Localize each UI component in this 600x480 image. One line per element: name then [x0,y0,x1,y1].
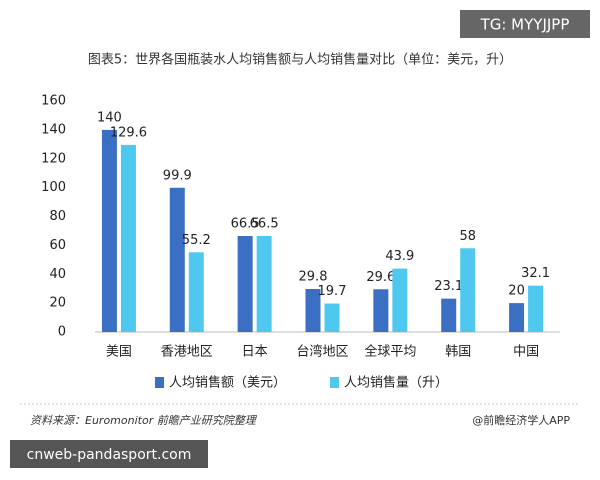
bar [305,288,321,332]
bar [120,144,136,332]
data-label: 140 [97,110,122,125]
x-tick-label: 香港地区 [161,345,213,360]
bar [373,289,389,332]
data-label: 29.6 [366,270,395,285]
y-tick-label: 120 [41,151,66,166]
data-label: 66.5 [231,216,260,231]
x-tick-label: 韩国 [445,345,471,360]
bar [509,303,525,332]
bar [460,248,476,332]
legend-label: 人均销售额（美元） [169,375,286,391]
watermark-box [460,10,590,38]
y-tick-label: 80 [49,209,66,224]
data-label: 23.1 [434,279,463,294]
site-box [10,440,208,468]
data-label: 129.6 [110,125,147,140]
bar [188,252,204,332]
data-label: 20 [508,284,525,299]
data-label: 32.1 [521,266,550,281]
x-tick-label: 中国 [513,345,539,360]
legend-swatch [330,377,339,388]
bar [392,268,408,332]
data-label: 29.8 [299,269,328,284]
y-tick-label: 160 [41,94,66,109]
bar [237,235,253,332]
y-tick-label: 60 [49,238,66,253]
bar [101,129,117,332]
bar [441,298,457,332]
data-label: 19.7 [318,284,347,299]
bar [256,235,272,332]
y-tick-label: 0 [58,325,66,340]
legend-swatch [155,377,164,388]
x-tick-label: 全球平均 [364,344,416,360]
x-tick-label: 台湾地区 [296,344,348,360]
source: 资料来源：Euromonitor 前瞻产业研究院整理 [30,414,258,427]
chart-title: 图表5：世界各国瓶装水人均销售额与人均销售量对比（单位：美元，升） [88,52,512,68]
data-label: 99.9 [163,168,192,183]
bar [324,303,340,332]
x-tick-label: 美国 [106,345,132,360]
y-tick-label: 100 [41,180,66,195]
data-label: 58 [459,229,476,244]
legend-label: 人均销售量（升） [344,375,448,391]
site: cnweb-pandasport.com [27,447,192,463]
bar [528,285,544,332]
watermark: TG: MYYJJPP [480,16,570,34]
y-tick-label: 140 [41,122,66,137]
data-label: 43.9 [385,249,414,264]
data-label: 55.2 [182,233,211,248]
credit: @前瞻经济学人APP [472,413,570,427]
y-tick-label: 40 [49,267,66,282]
data-label: 66.5 [250,216,279,231]
bar [169,187,185,332]
x-tick-label: 日本 [242,345,268,360]
y-tick-label: 20 [49,296,66,311]
